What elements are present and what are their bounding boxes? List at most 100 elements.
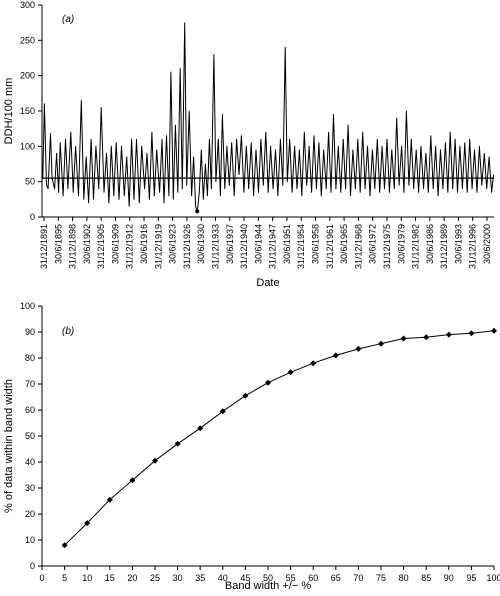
panel-b-data-point [61,542,68,549]
panel-a-x-tick-label: 30/6/1993 [453,224,463,264]
panel-b-x-tick-label: 30 [173,573,183,583]
panel-a-x-tick-label: 31/12/1968 [353,224,363,269]
panel-b-x-tick-label: 45 [240,573,250,583]
panel-a-x-tick-label: 31/12/1996 [468,224,478,269]
panel-b-x-tick-label: 55 [286,573,296,583]
panel-b-data-point [445,331,452,338]
panel-b-series-line [64,330,495,546]
panel-a-x-axis-label: Date [256,277,279,289]
panel-a-y-tick-label: 300 [20,0,35,10]
panel-b-y-tick-label: 20 [25,509,35,519]
panel-a-x-tick-label: 30/6/1916 [139,224,149,264]
panel-a-x-tick-label: 31/12/1954 [296,224,306,269]
panel-a-x-tick-label: 31/12/1926 [182,224,192,269]
panel-b-data-point [468,330,475,337]
panel-b-y-tick-label: 60 [25,405,35,415]
panel-b-x-tick-label: 40 [218,573,228,583]
panel-a-y-tick-label: 200 [20,71,35,81]
panel-b-data-point [129,477,136,484]
panel-b-data-point [332,352,339,359]
panel-b-x-tick-label: 70 [353,573,363,583]
panel-b-x-tick-label: 10 [82,573,92,583]
panel-a-x-tick-label: 30/6/1937 [225,224,235,264]
panel-b-x-tick-label: 25 [150,573,160,583]
panel-a-marker-point [195,209,200,214]
panel-a-y-tick-label: 150 [20,106,35,116]
panel-a-x-tick-label: 31/12/1912 [125,224,135,269]
panel-b-x-tick-label: 80 [399,573,409,583]
panel-a-x-tick-label: 31/12/1947 [268,224,278,269]
panel-a-x-tick-label: 31/12/1891 [39,224,49,269]
panel-a-x-tick-label: 30/6/1972 [368,224,378,264]
panel-b-x-tick-label: 75 [376,573,386,583]
panel-a-x-tick-label: 30/6/2000 [482,224,492,264]
panel-b-y-tick-label: 10 [25,535,35,545]
panel-a-x-tick-label: 30/6/1958 [311,224,321,264]
panel-b-y-axis-label: % of data within band width [3,379,15,513]
panel-a-x-tick-label: 30/6/1923 [168,224,178,264]
panel-b-x-tick-label: 0 [39,573,44,583]
panel-a-x-tick-label: 31/12/1989 [439,224,449,269]
panel-a-x-tick-label: 31/12/1961 [325,224,335,269]
panel-b-y-tick-label: 90 [25,327,35,337]
panel-a-x-tick-label: 30/6/1965 [339,224,349,264]
panel-b-y-tick-label: 0 [30,561,35,571]
panel-b-data-point [265,379,271,386]
panel-b-x-tick-label: 60 [308,573,318,583]
panel-b-data-point [491,327,497,334]
panel-b-x-tick-label: 85 [421,573,431,583]
panel-b-data-point [152,457,158,464]
panel-b-data-point [310,360,317,367]
panel-b-y-tick-label: 100 [20,301,35,311]
panel-a-x-tick-label: 31/12/1982 [411,224,421,269]
panel-a-series-line [42,22,495,212]
panel-a-x-tick-label: 31/12/1919 [153,224,163,269]
panel-b-data-point [174,440,181,447]
panel-b-y-tick-label: 40 [25,457,35,467]
panel-b-y-tick-label: 80 [25,353,35,363]
panel-b-x-tick-label: 100 [486,573,500,583]
panel-b-data-point [287,369,294,376]
panel-a-x-tick-label: 30/6/1944 [253,224,263,264]
panel-a-y-tick-label: 0 [30,212,35,222]
panel-b-data-point [197,425,204,432]
panel-b-data-point [219,408,226,415]
panel-a-x-tick-label: 30/6/1986 [425,224,435,264]
panel-a-y-axis-label: DDH/100 mm [3,78,15,145]
panel-b-data-point [106,496,113,503]
panel-a-x-tick-label: 31/12/1975 [382,224,392,269]
panel-a-x-tick-label: 30/6/1979 [396,224,406,264]
panel-a-x-tick-label: 30/6/1909 [110,224,120,264]
panel-a-chart: 0 50 100 150 200 250 300 31/12/1891 30/6/1895 31… [3,0,495,289]
panel-b-x-axis-label: Band width +/− % [225,580,311,592]
panel-a-x-tick-label: 30/6/1902 [82,224,92,264]
panel-b-x-tick-label: 65 [331,573,341,583]
panel-a-x-tick-label: 30/6/1930 [196,224,206,264]
panel-b-y-tick-label: 70 [25,379,35,389]
panel-a-x-tick-label: 31/12/1933 [210,224,220,269]
panel-b-x-tick-label: 95 [466,573,476,583]
panel-a-y-tick-label: 50 [25,177,35,187]
panel-b-x-tick-label: 5 [62,573,67,583]
panel-b-x-tick-label: 15 [105,573,115,583]
panel-a-x-tick-label: 30/6/1895 [53,224,63,264]
panel-b-data-point [378,340,384,347]
panel-a-x-tick-label: 31/12/1940 [239,224,249,269]
panel-b-chart: 0 10 20 30 40 50 60 70 80 90 100 0 5 10 15 20 25 30 35 40 4… [3,301,500,592]
panel-b-y-tick-label: 50 [25,431,35,441]
panel-a-x-tick-label: 31/12/1905 [96,224,106,269]
panel-b-data-point [84,520,91,527]
panel-a-label: (a) [62,14,74,25]
panel-b-y-tick-label: 30 [25,483,35,493]
panel-a-y-tick-label: 100 [20,141,35,151]
panel-b-label: (b) [62,326,74,337]
panel-b-data-point [242,392,249,399]
panel-a-x-tick-label: 31/12/1898 [68,224,78,269]
panel-b-data-point [355,345,362,352]
panel-a-x-tick-label: 30/6/1951 [282,224,292,264]
panel-b-x-tick-label: 35 [195,573,205,583]
panel-a-y-tick-label: 250 [20,35,35,45]
panel-b-x-tick-label: 90 [444,573,454,583]
panel-b-x-tick-label: 50 [263,573,273,583]
